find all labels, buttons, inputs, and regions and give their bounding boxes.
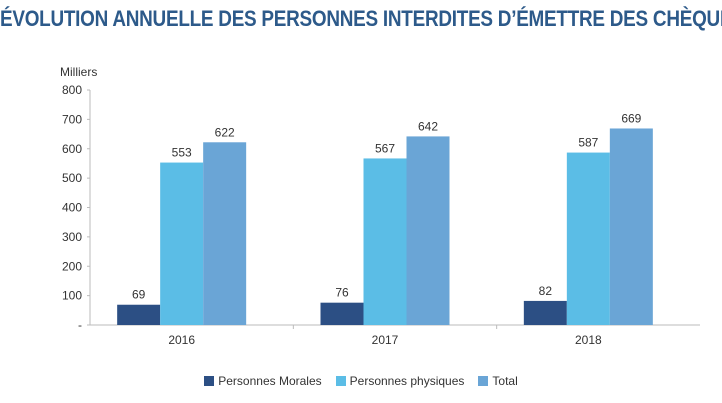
y-tick-label: - <box>78 318 82 332</box>
legend-swatch <box>204 376 215 386</box>
data-label: 82 <box>539 284 553 298</box>
data-label: 553 <box>172 146 192 160</box>
data-label: 76 <box>335 286 349 300</box>
data-label: 567 <box>375 141 395 155</box>
bar-personnes-morales <box>320 302 364 325</box>
bar-personnes-morales <box>117 304 161 325</box>
y-tick-label: 500 <box>62 171 82 185</box>
legend-item: Personnes Morales <box>204 374 322 388</box>
bar-personnes-physiques <box>566 152 610 325</box>
bar-total <box>203 142 247 325</box>
y-tick-label: 300 <box>62 230 82 244</box>
data-label: 642 <box>418 119 438 133</box>
y-tick-label: 800 <box>62 83 82 97</box>
data-label: 587 <box>578 136 598 150</box>
y-tick-label: 400 <box>62 201 82 215</box>
x-tick-label: 2016 <box>168 333 195 347</box>
bar-personnes-physiques <box>363 158 407 325</box>
bar-personnes-morales <box>523 300 567 325</box>
data-label: 69 <box>132 288 146 302</box>
y-axis-label: Milliers <box>60 65 97 79</box>
data-label: 622 <box>215 125 235 139</box>
legend-label: Total <box>492 374 518 388</box>
y-tick-label: 600 <box>62 142 82 156</box>
data-label: 669 <box>621 111 641 125</box>
chart-title: ÉVOLUTION ANNUELLE DES PERSONNES INTERDI… <box>0 6 722 31</box>
legend-item: Total <box>478 374 518 388</box>
x-tick-label: 2017 <box>372 333 399 347</box>
legend: Personnes Morales Personnes physiques Tota… <box>0 374 722 388</box>
legend-item: Personnes physiques <box>335 374 465 388</box>
legend-swatch <box>478 376 489 386</box>
bar-total <box>406 136 450 325</box>
bar-total <box>609 128 653 325</box>
y-tick-label: 200 <box>62 259 82 273</box>
legend-label: Personnes Morales <box>218 374 322 388</box>
legend-label: Personnes physiques <box>349 374 465 388</box>
y-tick-label: 700 <box>62 112 82 126</box>
bar-personnes-physiques <box>160 162 204 325</box>
x-tick-label: 2018 <box>575 333 602 347</box>
legend-swatch <box>335 376 346 386</box>
y-tick-label: 100 <box>62 289 82 303</box>
